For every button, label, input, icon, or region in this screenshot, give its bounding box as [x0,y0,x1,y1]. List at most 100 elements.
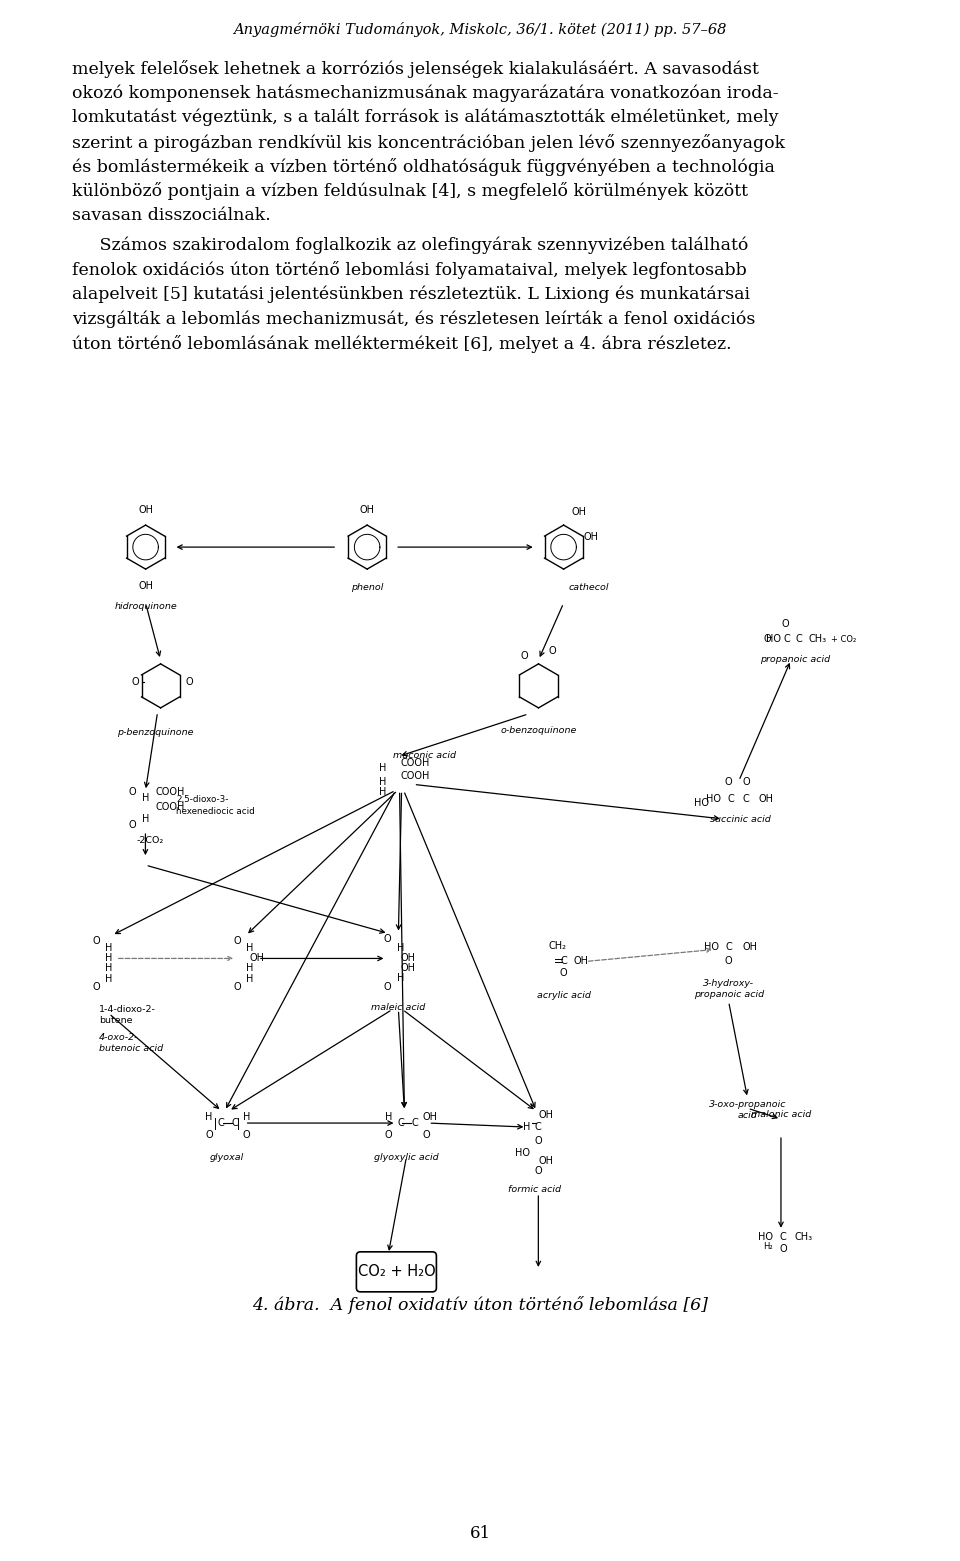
Text: O: O [129,787,136,798]
Text: 3-hydroxy-
propanoic acid: 3-hydroxy- propanoic acid [693,979,764,999]
Text: C: C [411,1118,418,1129]
Text: 2,5-dioxo-3-: 2,5-dioxo-3- [177,795,228,804]
Text: CH₃: CH₃ [795,1232,813,1241]
Text: o-benzoquinone: o-benzoquinone [500,726,577,735]
Text: O: O [535,1166,542,1175]
Text: H: H [385,1111,393,1122]
Text: O: O [560,968,567,979]
Text: C: C [397,1118,404,1129]
Text: O: O [205,1130,213,1140]
Text: O: O [385,1130,393,1140]
Text: O: O [92,937,100,946]
Text: O: O [763,634,771,645]
Text: O: O [384,935,392,944]
Text: succinic acid: succinic acid [710,815,771,824]
Text: cathecol: cathecol [568,584,609,592]
Text: glyoxal: glyoxal [209,1154,244,1161]
Text: H: H [142,793,149,802]
Text: H: H [105,963,112,974]
Text: Számos szakirodalom foglalkozik az olefingyárak szennyvizében található: Számos szakirodalom foglalkozik az olefi… [72,237,749,254]
Text: maleic acid: maleic acid [372,1004,425,1013]
Text: HO: HO [706,795,721,804]
Text: OH: OH [138,506,153,515]
Text: O: O [129,820,136,830]
Text: Anyagmérnöki Tudományok, Miskolc, 36/1. kötet (2011) pp. 57–68: Anyagmérnöki Tudományok, Miskolc, 36/1. … [233,22,727,37]
Text: H: H [105,974,112,985]
Text: szerint a pirogázban rendkívül kis koncentrációban jelen lévő szennyezőanyagok: szerint a pirogázban rendkívül kis konce… [72,134,785,151]
Text: COOH: COOH [400,771,430,782]
Text: O: O [233,937,241,946]
Text: C: C [217,1118,224,1129]
Text: -2CO₂: -2CO₂ [136,837,163,845]
Text: OH: OH [584,532,599,542]
Text: H: H [246,943,253,954]
Text: O: O [243,1130,251,1140]
Text: O: O [233,982,241,993]
Text: O: O [92,982,100,993]
Text: különböző pontjain a vízben feldúsulnak [4], s megfelelő körülmények között: különböző pontjain a vízben feldúsulnak … [72,183,748,200]
Text: H: H [379,787,387,798]
Text: C: C [783,634,790,645]
Text: savasan disszociálnak.: savasan disszociálnak. [72,208,271,223]
Text: OH: OH [422,1111,438,1122]
Text: 61: 61 [469,1525,491,1542]
Text: formic acid: formic acid [508,1185,561,1194]
Text: OH: OH [574,957,588,966]
Text: C: C [561,957,567,966]
FancyBboxPatch shape [356,1252,437,1293]
Text: OH: OH [539,1110,553,1121]
Text: muconic acid: muconic acid [393,751,456,760]
Text: OH: OH [539,1157,553,1166]
Text: és bomlástermékeik a vízben történő oldhatóságuk függvényében a technológia: és bomlástermékeik a vízben történő oldh… [72,158,775,176]
Text: fenolok oxidációs úton történő lebomlási folyamataival, melyek legfontosabb: fenolok oxidációs úton történő lebomlási… [72,261,747,279]
Text: OH: OH [400,954,416,963]
Text: C: C [728,795,734,804]
Text: 3-oxo-propanoic
acid: 3-oxo-propanoic acid [708,1101,786,1119]
Text: phenol: phenol [351,584,383,592]
Text: HO: HO [766,634,780,645]
Text: 1-4-dioxo-2-
butene: 1-4-dioxo-2- butene [99,1005,156,1026]
Text: COOH: COOH [400,759,430,768]
Text: C: C [742,795,749,804]
Text: OH: OH [138,581,153,592]
Text: p-benzoquinone: p-benzoquinone [117,727,194,737]
Text: H₂: H₂ [763,1243,773,1252]
Text: 4. ábra.  A fenol oxidatív úton történő lebomlása [6]: 4. ábra. A fenol oxidatív úton történő l… [252,1296,708,1314]
Text: H: H [523,1122,530,1132]
Text: 4-oxo-2-
butenoic acid: 4-oxo-2- butenoic acid [99,1033,163,1052]
Text: + CO₂: + CO₂ [831,634,856,643]
Text: C: C [780,1232,786,1241]
Text: C: C [535,1122,541,1132]
Text: HO: HO [516,1147,530,1158]
Text: H: H [105,954,112,963]
Text: C: C [231,1118,238,1129]
Text: O: O [185,677,193,687]
Text: OH: OH [400,963,416,974]
Text: hexenediocic acid: hexenediocic acid [177,807,255,816]
Text: HO: HO [758,1232,773,1241]
Text: úton történő lebomlásának melléktermékeit [6], melyet a 4. ábra részletez.: úton történő lebomlásának melléktermékei… [72,334,732,353]
Text: O: O [549,646,557,656]
Text: OH: OH [360,506,374,515]
Text: malonic acid: malonic acid [751,1110,811,1119]
Text: O: O [520,651,528,660]
Text: C: C [725,943,732,952]
Text: H: H [142,815,149,824]
Text: H: H [396,943,404,954]
Text: OH: OH [571,507,587,517]
Text: O: O [725,777,732,787]
Text: CO₂ + H₂O: CO₂ + H₂O [357,1264,435,1280]
Text: OH: OH [743,943,757,952]
Text: O: O [781,620,789,629]
Text: O: O [743,777,751,787]
Text: melyek felelősek lehetnek a korróziós jelenségek kialakulásáért. A savasodást: melyek felelősek lehetnek a korróziós je… [72,59,758,78]
Text: glyoxylic acid: glyoxylic acid [374,1154,439,1161]
Text: COOH: COOH [156,787,184,798]
Text: alapelveit [5] kutatási jelentésünkben részleteztük. L Lixiong és munkatársai: alapelveit [5] kutatási jelentésünkben r… [72,286,750,303]
Text: OH: OH [758,795,774,804]
Text: O: O [132,677,139,687]
Text: COOH: COOH [156,802,184,812]
Text: HO: HO [694,798,708,809]
Text: H: H [205,1111,213,1122]
Text: okozó komponensek hatásmechanizmusának magyarázatára vonatkozóan iroda-: okozó komponensek hatásmechanizmusának m… [72,84,779,101]
